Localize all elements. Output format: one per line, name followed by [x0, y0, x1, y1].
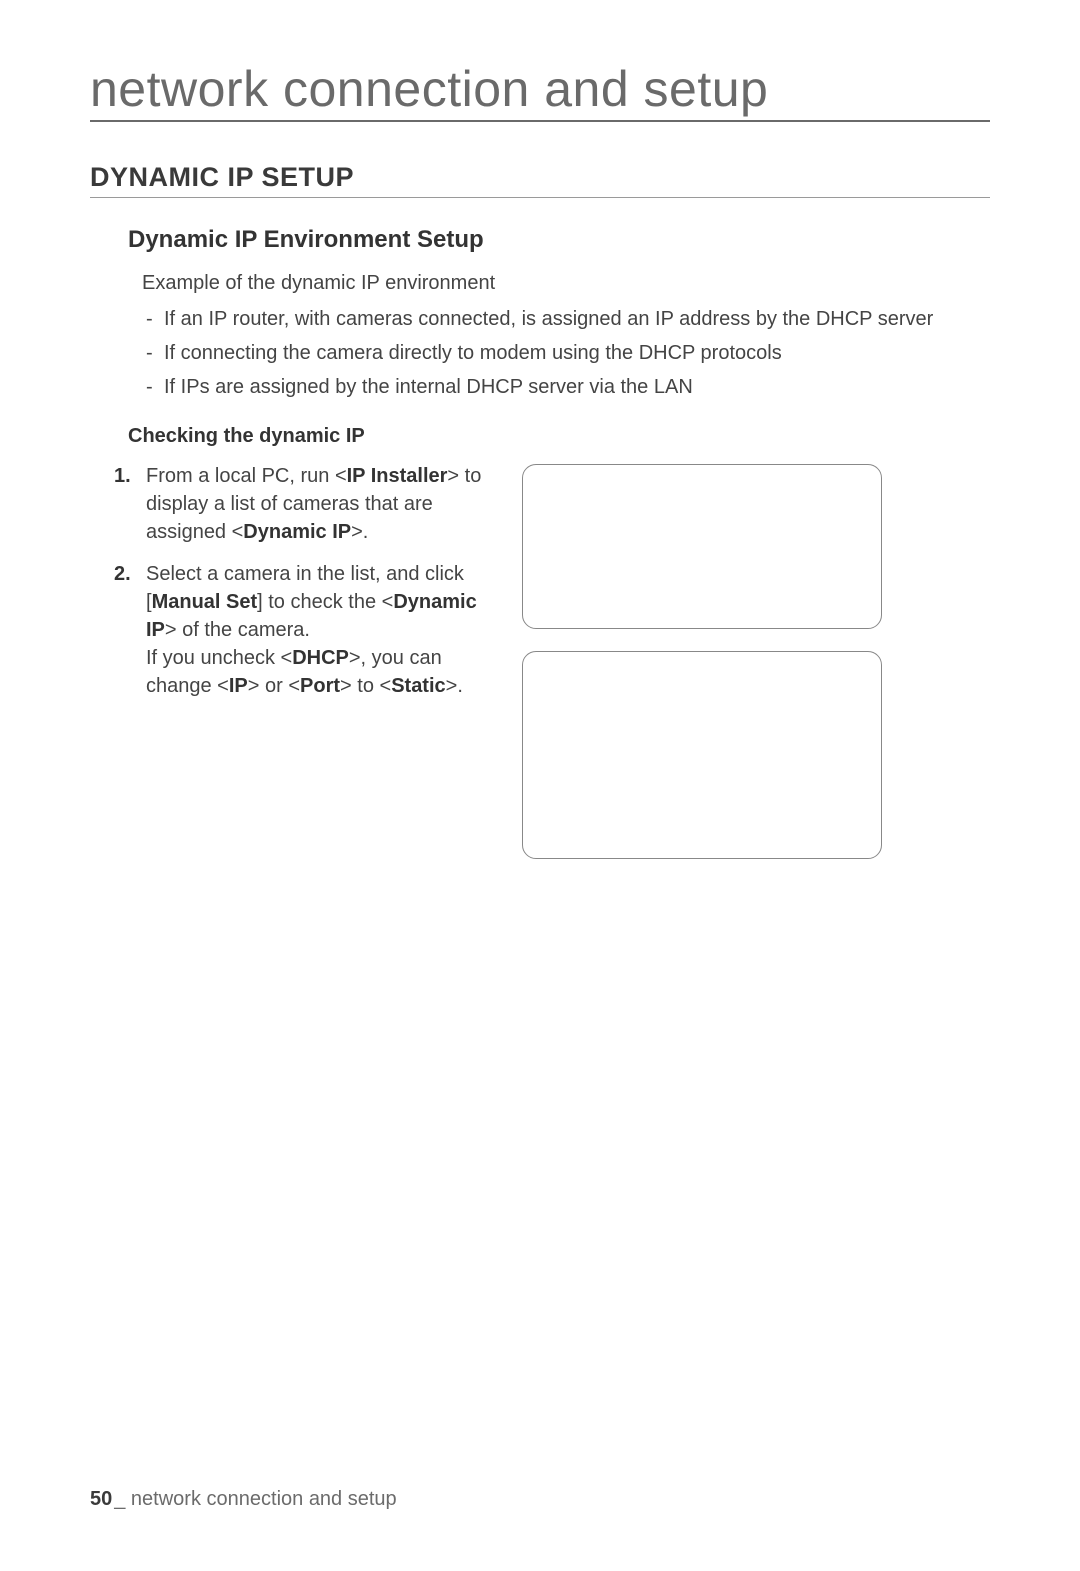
step-text: >. [446, 675, 463, 697]
step-text: From a local PC, run < [146, 465, 347, 487]
page-number: 50 [90, 1488, 112, 1510]
environment-list: If an IP router, with cameras connected,… [142, 305, 990, 401]
step-text: If you uncheck < [146, 647, 292, 669]
step-bold: Manual Set [152, 591, 258, 613]
page-footer: 50_ network connection and setup [90, 1488, 397, 1511]
screenshot-placeholder [522, 651, 882, 859]
step-bold: Dynamic IP [243, 521, 351, 543]
step-text: ] to check the < [257, 591, 393, 613]
sub-heading: Checking the dynamic IP [128, 425, 990, 448]
step-item: From a local PC, run <IP Installer> to d… [114, 462, 494, 546]
step-bold: Port [300, 675, 340, 697]
list-item: If IPs are assigned by the internal DHCP… [142, 373, 990, 401]
step-text: >. [351, 521, 368, 543]
step-text: > of the camera. [165, 619, 310, 641]
list-item: If an IP router, with cameras connected,… [142, 305, 990, 333]
section-title: DYNAMIC IP SETUP [90, 162, 990, 198]
step-text: > to < [340, 675, 391, 697]
intro-text: Example of the dynamic IP environment [142, 272, 990, 295]
footer-underscore: _ [114, 1488, 125, 1510]
step-bold: DHCP [292, 647, 349, 669]
chapter-title: network connection and setup [90, 60, 990, 122]
step-text: > or < [248, 675, 300, 697]
step-bold: Static [391, 675, 445, 697]
step-bold: IP Installer [347, 465, 448, 487]
subsection-title: Dynamic IP Environment Setup [128, 226, 990, 254]
footer-label: network connection and setup [125, 1488, 396, 1510]
screenshot-placeholder [522, 464, 882, 629]
step-item: Select a camera in the list, and click [… [114, 560, 494, 700]
steps-list: From a local PC, run <IP Installer> to d… [114, 462, 494, 700]
step-bold: IP [229, 675, 248, 697]
list-item: If connecting the camera directly to mod… [142, 339, 990, 367]
